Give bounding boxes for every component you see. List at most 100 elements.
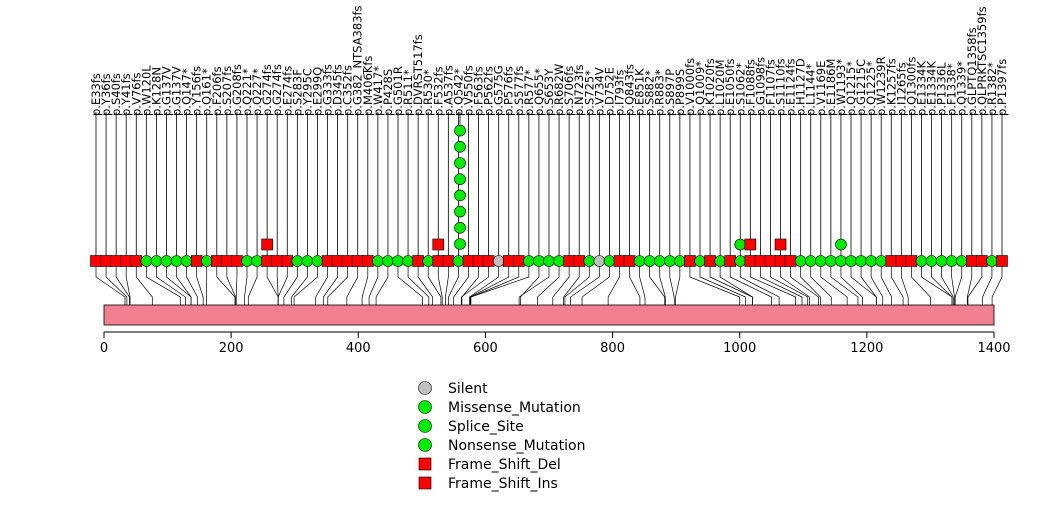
tick-label: 1200: [850, 341, 883, 356]
legend-label: Missense_Mutation: [448, 400, 581, 416]
mutation-label: p.Q542*: [451, 68, 465, 116]
mutation-marker: [643, 255, 656, 267]
frameshift-marker: [502, 255, 515, 267]
hotspot-marker: [454, 173, 466, 185]
mutation-marker: [553, 255, 565, 267]
tick-label: 200: [219, 341, 244, 356]
frameshift-marker: [976, 255, 988, 267]
frameshift-marker: [482, 255, 495, 267]
frameshift-marker: [895, 255, 908, 267]
tick-label: 600: [473, 341, 498, 356]
mutation-label: p.Q147*: [180, 68, 194, 116]
frameshift-marker: [432, 255, 445, 267]
lollipop-stems: [95, 112, 1003, 261]
stacked-frameshift-marker: [432, 238, 445, 251]
hotspot-marker: [454, 205, 466, 218]
mutation-label: p.QLPRKTSC1359fs: [975, 6, 989, 116]
frameshift-marker: [754, 255, 767, 267]
mutation-marker: [382, 255, 394, 267]
frameshift-marker: [885, 255, 898, 267]
x-axis: 0 200 400 600 800 1000 1200 1400: [100, 331, 1011, 356]
frameshift-marker: [100, 255, 112, 267]
mutation-label: p.E1124fs: [784, 58, 798, 116]
mutation-label: p.F206fs: [210, 66, 224, 116]
stacked-markers: [261, 124, 847, 251]
frameshift-marker: [613, 255, 626, 267]
mutation-label: p.F1088fs: [743, 59, 757, 116]
mutation-marker: [533, 255, 545, 267]
mutation-label: p.R511*: [401, 69, 415, 116]
mutation-label: p.R530*: [421, 69, 435, 116]
frameshift-marker: [442, 255, 455, 267]
stacked-mutation-marker: [835, 238, 847, 251]
mutation-marker: [241, 255, 253, 267]
legend-circle: [418, 381, 432, 395]
mutation-label: p.E33fs: [89, 73, 103, 116]
mutation-label: p.H1127D: [794, 58, 808, 116]
mutation-marker: [865, 255, 877, 267]
frameshift-marker: [351, 255, 364, 267]
mutation-label: p.Y295C: [300, 68, 314, 116]
mutation-label: p.W120L: [139, 65, 153, 116]
frameshift-marker: [965, 255, 978, 267]
frameshift-marker: [704, 255, 716, 267]
mutation-row-markers: [90, 255, 1008, 267]
mutation-marker: [583, 255, 596, 267]
mutation-marker: [170, 255, 183, 267]
mutation-marker: [200, 255, 213, 267]
mutation-label: p.S882*: [643, 70, 657, 116]
mutation-label: p.P562fs: [482, 66, 496, 116]
hotspot-marker: [454, 124, 466, 137]
mutation-marker: [402, 255, 414, 267]
mutation-label: p.W417*: [371, 66, 385, 116]
mutation-label: p.Q1225*: [864, 61, 878, 116]
mutation-marker: [251, 255, 263, 267]
frameshift-marker: [623, 255, 636, 267]
mutation-label: p.E1050fs: [723, 58, 737, 116]
mutation-label: p.Q843fs: [623, 64, 637, 116]
mutation-marker: [523, 255, 535, 267]
mutation-label: p.L1144*: [804, 63, 818, 116]
mutation-label: p.G208fs: [230, 64, 244, 116]
mutation-label: p.E851K: [633, 68, 647, 116]
mutation-label: p.G137V: [159, 66, 173, 116]
tick-label: 1400: [977, 341, 1010, 356]
tick-label: 1000: [723, 341, 756, 356]
mutation-label: p.GLPTQ1358fs: [965, 27, 979, 116]
mutation-labels: p.E33fsp.Y36fsp.S40fsp.Y41fsp.V76fsp.W12…: [89, 5, 1009, 116]
hotspot-marker: [454, 157, 466, 169]
mutation-marker: [814, 255, 827, 267]
mutation-marker: [875, 255, 888, 267]
mutation-label: p.W1193*: [834, 58, 848, 116]
mutation-label: p.G274fs: [270, 64, 284, 116]
mutation-label: p.S706fs: [562, 66, 576, 116]
mutation-marker: [804, 255, 817, 267]
mutation-label: p.F1107fs: [763, 59, 777, 116]
mutation-marker: [311, 255, 324, 267]
frameshift-marker: [331, 255, 344, 267]
mutation-label: p.K128N: [149, 67, 163, 116]
legend-label: Silent: [448, 381, 488, 397]
mutation-label: p.Q227*: [250, 68, 264, 116]
frameshift-marker: [744, 255, 757, 267]
mutation-label: p.Q1215*: [844, 61, 858, 116]
mutation-label: p.G575G: [492, 65, 506, 116]
mutation-label: p.P899S: [673, 69, 687, 116]
legend-label: Frame_Shift_Del: [448, 457, 561, 473]
frameshift-marker: [231, 255, 243, 267]
mutation-label: p.E1186M: [824, 59, 838, 116]
mutation-label: p.L1020M: [713, 59, 727, 116]
mutation-marker: [663, 255, 676, 267]
mutation-label: p.S1062*: [733, 62, 747, 116]
mutation-label: p.V1169E: [814, 61, 828, 116]
mutation-label: p.S577fs: [512, 66, 526, 116]
stacked-frameshift-marker: [744, 238, 757, 251]
frameshift-marker: [361, 255, 374, 267]
mutation-marker: [392, 255, 404, 267]
legend: Silent Missense_Mutation Splice_Site Nonsen…: [418, 381, 585, 492]
frameshift-marker: [784, 255, 797, 267]
frameshift-marker: [281, 255, 294, 267]
mutation-label: p.Y41fs: [119, 73, 133, 116]
legend-label: Splice_Site: [448, 419, 524, 435]
